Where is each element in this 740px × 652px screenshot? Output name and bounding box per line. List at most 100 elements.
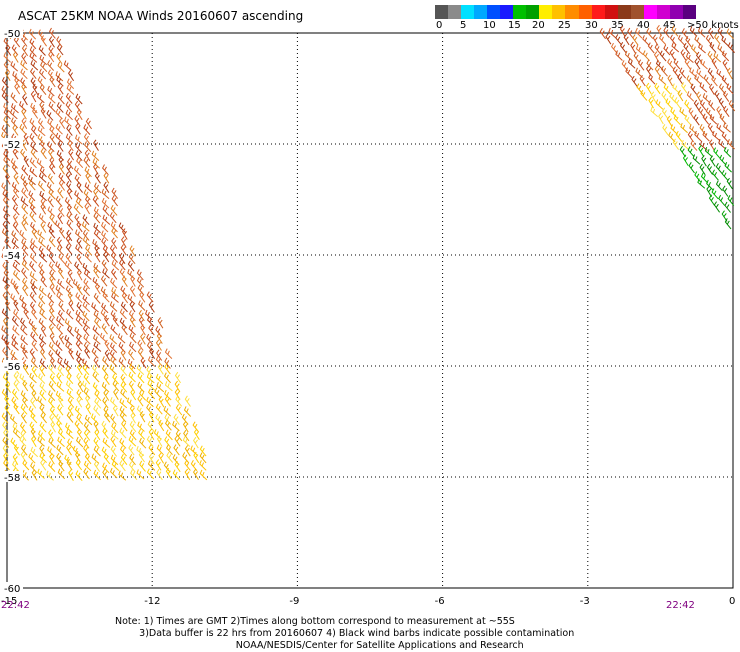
wind-barb [148,388,156,400]
wind-barb [128,324,136,336]
wind-barb [11,460,20,472]
wind-barb [30,148,38,160]
wind-barb [707,67,715,79]
wind-barb [93,310,102,321]
wind-barb [100,286,109,298]
wind-barb [2,347,9,359]
wind-barb [38,68,47,80]
wind-barb [74,326,83,337]
wind-barb [13,380,20,392]
wind-barb [138,428,146,440]
wind-barb [75,292,83,304]
wind-barb [694,58,701,70]
wind-barb [10,158,18,169]
wind-barb [687,146,695,158]
wind-barb [74,190,82,201]
wind-barb [39,84,47,96]
wind-barb [721,36,729,47]
map-frame [6,32,734,589]
wind-barb [93,229,102,241]
wind-barb [84,141,92,153]
wind-barb [128,436,137,447]
wind-barb [101,364,109,377]
wind-barb [101,259,109,271]
wind-barb [19,123,27,135]
wind-barb [13,403,20,415]
wind-barb [3,116,11,128]
wind-barb [83,429,91,441]
wind-barb [119,437,127,449]
latitude-label: -56 [4,362,20,373]
wind-barb [48,363,56,375]
wind-barb [706,179,714,191]
latitude-label: -58 [4,473,20,484]
wind-barb [648,73,656,85]
wind-barb [708,99,716,111]
wind-barb [92,195,100,207]
wind-barb [83,333,91,345]
wind-barb [155,326,162,338]
wind-barb [39,348,47,360]
wind-barb [57,436,65,447]
wind-barb [157,317,164,329]
wind-barb [49,357,56,369]
wind-barb [48,315,56,327]
legend-swatch [552,5,566,19]
wind-barb [12,148,19,160]
wind-barb [29,271,38,282]
wind-barb [102,205,110,217]
wind-barb [688,107,695,119]
wind-barb [84,149,91,162]
wind-barb [111,460,120,471]
wind-barb [698,145,705,157]
wind-barb [11,163,19,175]
wind-barb [81,221,90,232]
wind-barb [645,65,653,77]
wind-barb [654,65,661,77]
wind-barb [705,107,713,119]
wind-barb [40,203,47,215]
wind-barb [727,42,735,53]
wind-barb [29,253,38,264]
wind-barb [120,381,128,393]
latitude-label-bg [3,138,23,149]
wind-barb [10,293,18,304]
wind-barb [110,435,117,448]
wind-barb [92,371,100,383]
wind-barb [102,462,110,474]
wind-barb [30,238,38,249]
wind-barb [726,177,733,190]
wind-barb [665,98,673,110]
wind-barb [164,348,173,359]
wind-barb [671,42,680,53]
wind-barb [101,188,110,199]
legend-swatch [591,5,605,19]
wind-barb [56,381,65,392]
wind-barb [75,142,83,154]
wind-barb [110,467,118,479]
wind-barb [687,131,694,143]
wind-barb [149,347,156,359]
legend-swatch [656,5,670,19]
wind-barb [702,130,710,142]
wind-barb [721,75,729,87]
wind-barb [656,24,663,37]
wind-barb [129,316,136,328]
wind-barb [49,406,57,418]
wind-barb [75,244,83,255]
wind-barb [30,331,38,343]
wind-barb [173,444,180,456]
wind-barb [39,389,47,401]
wind-barb [110,397,118,408]
wind-barb [40,459,47,471]
wind-barb [22,180,29,192]
wind-barb [29,52,38,63]
wind-barb [66,444,72,456]
wind-barb [690,44,699,55]
latitude-label: -60 [4,584,20,595]
wind-barb [139,410,146,423]
wind-barb [700,59,708,70]
wind-barb [55,390,64,402]
wind-barb [148,324,155,336]
wind-barb [63,60,72,71]
